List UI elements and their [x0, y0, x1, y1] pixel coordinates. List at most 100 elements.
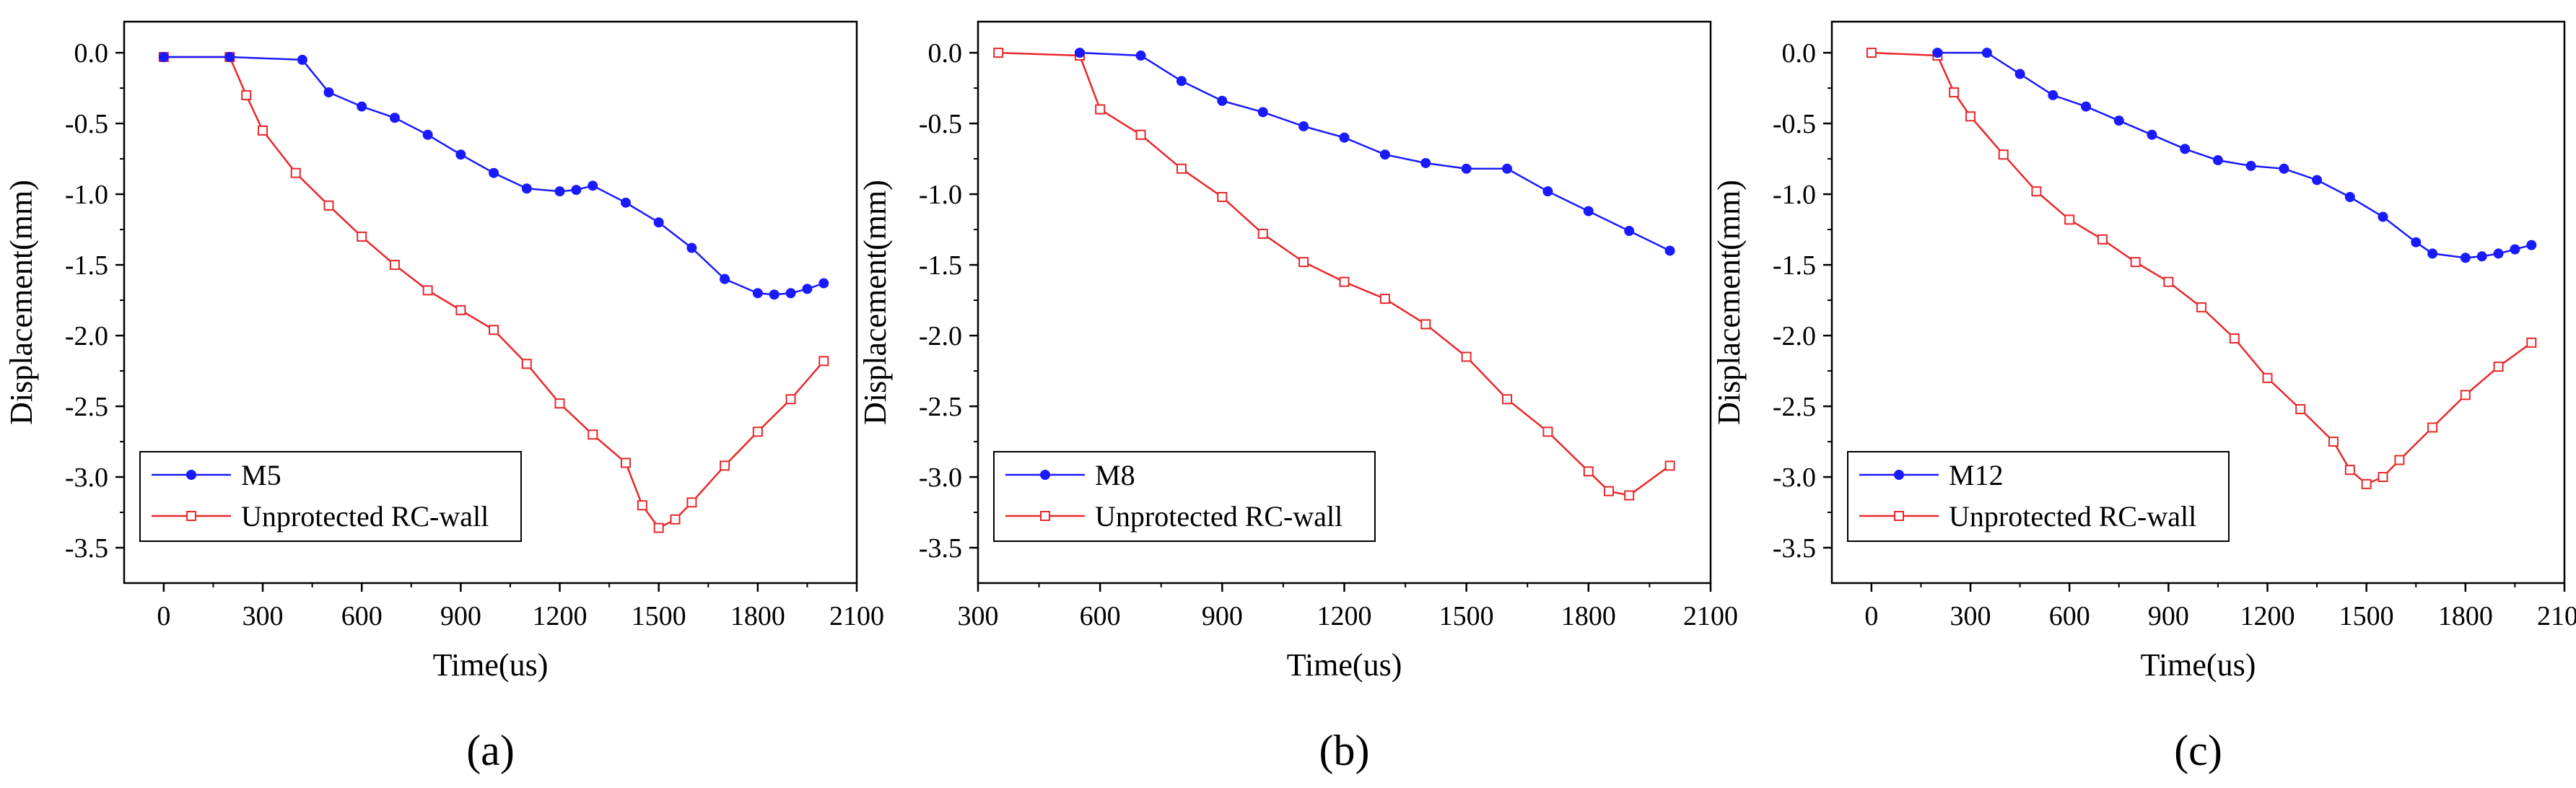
data-point [2328, 437, 2339, 447]
y-tick-label: -2.0 [65, 321, 108, 351]
data-point [258, 125, 268, 136]
x-tick-label: 600 [341, 601, 383, 631]
data-point [2526, 240, 2537, 250]
y-tick-label: -2.5 [919, 392, 962, 422]
data-point [1932, 48, 1943, 58]
y-tick-label: -3.5 [919, 533, 962, 564]
data-point [818, 356, 829, 367]
data-point [489, 167, 499, 178]
legend-label: Unprotected RC-wall [1095, 500, 1342, 533]
data-point [2476, 251, 2487, 262]
data-point [2130, 257, 2141, 268]
x-tick-label: 2100 [829, 601, 884, 631]
data-point [521, 359, 532, 369]
x-tick-label: 1500 [1439, 601, 1494, 631]
data-point [1502, 163, 1513, 174]
legend-swatch-marker [1040, 470, 1050, 480]
data-point [818, 278, 829, 289]
data-point [2344, 192, 2355, 203]
data-point [1135, 51, 1146, 61]
y-tick-label: -0.5 [65, 109, 108, 139]
data-point [1176, 76, 1187, 87]
x-tick-label: 1200 [533, 601, 588, 631]
data-point [1664, 460, 1675, 471]
panel-b: 300 600 900 1200 1500 1800 2100 0.0 -0.5 -1.0 -1.5… [857, 20, 1738, 774]
data-point [2229, 333, 2240, 343]
legend-swatch-marker [1040, 511, 1050, 521]
data-point [588, 180, 598, 191]
legend: M8 Unprotected RC-wall [993, 451, 1376, 542]
y-tick-label: -1.5 [1773, 250, 1816, 281]
data-point [2394, 455, 2405, 465]
y-tick-label: -2.0 [919, 321, 962, 351]
y-tick-label: -0.5 [1773, 109, 1816, 139]
data-point [993, 48, 1004, 58]
data-point [1624, 490, 1635, 501]
x-tick-label: 300 [958, 601, 999, 631]
data-point [2097, 234, 2108, 245]
data-point [158, 51, 169, 62]
legend: M12 Unprotected RC-wall [1847, 451, 2230, 542]
data-point [2245, 160, 2256, 171]
data-point [455, 149, 466, 160]
legend-swatch-marker [1894, 511, 1904, 521]
plot-frame [123, 20, 858, 585]
data-point [1257, 228, 1268, 239]
y-tick-label: -3.0 [1773, 463, 1816, 493]
data-point [1217, 192, 1228, 203]
data-point [1074, 48, 1085, 58]
panel-label: (b) [1319, 727, 1370, 774]
data-point [752, 426, 763, 437]
data-point [2180, 144, 2191, 154]
y-tick-label: 0.0 [74, 38, 109, 69]
data-point [1664, 245, 1675, 256]
data-point [2064, 214, 2075, 225]
data-point [2163, 276, 2174, 287]
data-point [2411, 237, 2422, 248]
data-point [2031, 186, 2042, 197]
data-point [521, 183, 532, 194]
series-unprotected [1866, 48, 2537, 489]
panel-a: 0 300 600 900 1200 1500 1800 2100 0.0 -0.5 -1.0 -1.… [4, 20, 884, 774]
data-point [571, 185, 582, 196]
data-point [637, 500, 647, 511]
legend-swatch-marker [186, 511, 196, 521]
series-line [1079, 51, 1671, 252]
data-point [1298, 257, 1309, 268]
y-tick-label: -3.5 [1773, 533, 1816, 564]
data-point [588, 429, 598, 440]
plot-frame [1830, 20, 2566, 585]
series-protected [1932, 48, 2537, 263]
legend: M5 Unprotected RC-wall [139, 451, 522, 542]
legend-box [1847, 451, 2230, 542]
data-point [769, 289, 780, 300]
data-point [422, 129, 433, 140]
data-point [1965, 111, 1976, 122]
x-tick-label: 1200 [2240, 601, 2295, 631]
x-tick-label: 1800 [2438, 601, 2493, 631]
y-tick-label: -3.0 [919, 463, 962, 493]
legend-swatch-marker [186, 470, 196, 480]
legend-label: Unprotected RC-wall [241, 500, 489, 533]
legend-box [139, 451, 522, 542]
data-point [2427, 248, 2438, 259]
data-point [670, 514, 681, 525]
data-point [2493, 362, 2504, 372]
data-point [2493, 248, 2504, 259]
data-point [1542, 186, 1553, 197]
legend-swatch-marker [1894, 470, 1904, 480]
data-point [752, 288, 763, 299]
data-point [2344, 465, 2355, 476]
legend-label: M12 [1949, 459, 2004, 491]
y-axis-title: Displacement(mm) [4, 180, 39, 425]
x-tick-label: 600 [1080, 601, 1121, 631]
data-point [1502, 394, 1513, 405]
y-tick-label: -2.5 [1773, 392, 1816, 422]
data-point [389, 260, 400, 271]
data-point [785, 288, 796, 299]
data-point [1542, 426, 1553, 437]
data-point [1339, 276, 1350, 287]
data-point [1298, 121, 1309, 132]
series-line [163, 56, 824, 296]
series-protected [1074, 48, 1675, 256]
